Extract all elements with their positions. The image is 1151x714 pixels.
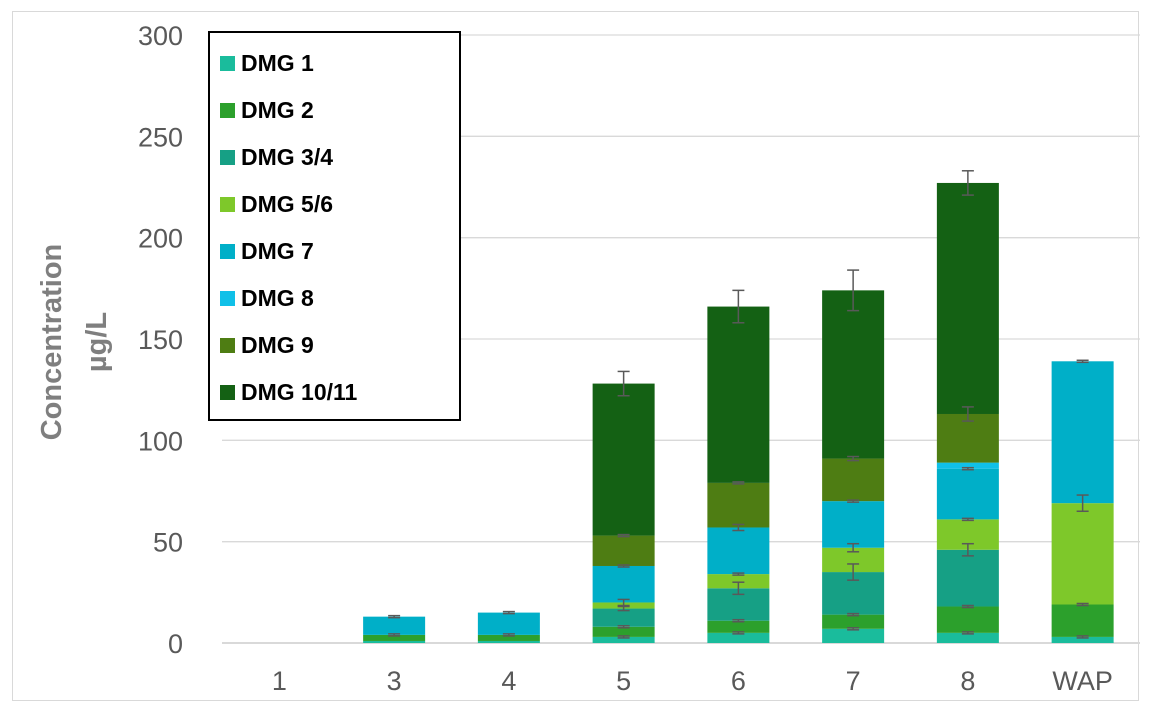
bar-segment: [822, 628, 885, 643]
y-axis-label-line-1: Concentration: [36, 244, 68, 441]
x-tick-label: 4: [501, 666, 516, 696]
bar-segment: [936, 182, 999, 414]
x-tick-label: 7: [846, 666, 861, 696]
legend-swatch: [220, 150, 235, 165]
y-tick-label: 50: [153, 528, 183, 558]
bar-segment: [936, 468, 999, 520]
y-tick-label: 300: [138, 21, 183, 51]
x-tick-label: 6: [731, 666, 746, 696]
bar-segment: [707, 306, 770, 483]
bar-segment: [477, 612, 540, 635]
bar-segment: [707, 574, 770, 589]
bar-segment: [592, 626, 655, 637]
legend-item: DMG 1: [220, 40, 459, 87]
legend-item: DMG 10/11: [220, 369, 459, 416]
x-tick-labels: 1 3 4 5 6 7 8 WAP: [272, 666, 1113, 696]
x-tick-label: WAP: [1052, 666, 1113, 696]
legend-label: DMG 2: [241, 97, 314, 123]
bar-segment: [363, 634, 426, 641]
bar-segment: [707, 527, 770, 575]
legend-item: DMG 5/6: [220, 181, 459, 228]
legend-item: DMG 8: [220, 275, 459, 322]
legend-item: DMG 3/4: [220, 134, 459, 181]
legend-swatch: [220, 197, 235, 212]
bar-segment: [592, 535, 655, 566]
bar-segment: [592, 608, 655, 627]
legend-label: DMG 8: [241, 285, 314, 311]
y-tick-labels: 0 50 100 150 200 250 300: [138, 21, 183, 659]
bar-segment: [936, 549, 999, 607]
legend-label: DMG 10/11: [241, 379, 358, 405]
legend-label: DMG 9: [241, 332, 314, 358]
bar-segment: [936, 632, 999, 643]
legend-label: DMG 1: [241, 50, 314, 76]
bar-segment: [363, 640, 426, 643]
bar-segment: [1051, 361, 1114, 504]
bar-segment: [936, 606, 999, 633]
bar-segment: [822, 501, 885, 548]
legend: DMG 1 DMG 2 DMG 3/4 DMG 5/6 DMG 7 DMG 8 DMG 9 D…: [208, 31, 461, 421]
bar-segment: [1051, 604, 1114, 637]
legend-swatch: [220, 244, 235, 259]
bar-segment: [822, 458, 885, 502]
chart-frame: [12, 11, 1139, 701]
y-tick-label: 150: [138, 325, 183, 355]
x-tick-label: 8: [960, 666, 975, 696]
bar-segment: [822, 614, 885, 629]
y-tick-label: 100: [138, 426, 183, 456]
bar-segment: [1051, 636, 1114, 643]
legend-item: DMG 9: [220, 322, 459, 369]
bar-segment: [936, 462, 999, 469]
legend-swatch: [220, 103, 235, 118]
bar-segment: [707, 482, 770, 528]
legend-swatch: [220, 56, 235, 71]
legend-swatch: [220, 385, 235, 400]
bar-segment: [592, 636, 655, 643]
y-tick-label: 0: [168, 629, 183, 659]
legend-label: DMG 7: [241, 238, 314, 264]
legend-item: DMG 7: [220, 228, 459, 275]
legend-swatch: [220, 291, 235, 306]
y-tick-label: 200: [138, 224, 183, 254]
x-tick-label: 1: [272, 666, 287, 696]
bar-segment: [1051, 503, 1114, 605]
bar-segment: [707, 632, 770, 643]
bar-segment: [707, 620, 770, 633]
bar-segment: [363, 616, 426, 635]
bar-segment: [477, 634, 540, 641]
legend-label: DMG 5/6: [241, 191, 334, 217]
bar-segment: [936, 413, 999, 463]
legend-swatch: [220, 338, 235, 353]
bar-segment: [592, 565, 655, 603]
error-bars: [388, 170, 1089, 639]
x-tick-label: 5: [616, 666, 631, 696]
bar-segment: [822, 290, 885, 459]
y-axis-label-line-2: µg/L: [81, 312, 113, 372]
legend-label: DMG 3/4: [241, 144, 334, 170]
y-tick-label: 250: [138, 122, 183, 152]
bar-segment: [477, 640, 540, 643]
x-tick-label: 3: [387, 666, 402, 696]
bars: [363, 182, 1114, 643]
bar-segment: [592, 383, 655, 536]
legend-item: DMG 2: [220, 87, 459, 134]
